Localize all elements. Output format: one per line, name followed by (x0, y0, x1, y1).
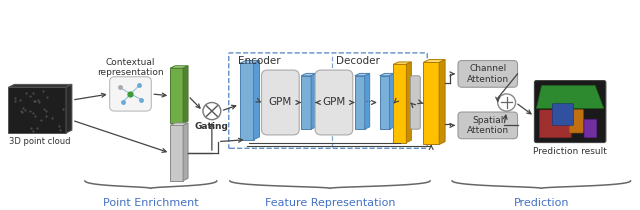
Circle shape (203, 102, 221, 120)
Polygon shape (170, 123, 188, 125)
Text: Gating: Gating (195, 122, 229, 131)
Polygon shape (394, 64, 406, 143)
FancyBboxPatch shape (315, 70, 353, 135)
Polygon shape (170, 66, 188, 68)
Polygon shape (183, 123, 188, 181)
Text: Contextual
representation: Contextual representation (97, 58, 164, 77)
Polygon shape (406, 62, 412, 143)
Text: ···: ··· (365, 96, 377, 109)
FancyBboxPatch shape (262, 70, 300, 135)
FancyBboxPatch shape (109, 77, 151, 111)
Polygon shape (380, 74, 394, 76)
Polygon shape (423, 60, 445, 62)
FancyBboxPatch shape (534, 81, 606, 143)
Text: Prediction: Prediction (514, 198, 569, 208)
Text: Prediction result: Prediction result (533, 147, 607, 156)
FancyBboxPatch shape (540, 110, 572, 138)
Polygon shape (355, 76, 365, 129)
Text: Point Enrichment: Point Enrichment (103, 198, 198, 208)
Polygon shape (380, 76, 390, 129)
Polygon shape (423, 62, 439, 144)
Text: 3D point cloud: 3D point cloud (10, 137, 71, 146)
FancyBboxPatch shape (458, 60, 518, 87)
Circle shape (498, 94, 516, 111)
Text: Decoder: Decoder (336, 56, 380, 66)
FancyBboxPatch shape (552, 104, 573, 125)
Polygon shape (355, 74, 370, 76)
Text: Channel
Attention: Channel Attention (467, 64, 509, 84)
FancyBboxPatch shape (584, 119, 597, 138)
Polygon shape (8, 84, 72, 87)
Text: Feature Representation: Feature Representation (265, 198, 396, 208)
Polygon shape (66, 84, 72, 133)
Polygon shape (311, 74, 316, 129)
Polygon shape (439, 60, 445, 144)
Polygon shape (301, 74, 316, 76)
Polygon shape (239, 60, 259, 63)
Polygon shape (365, 74, 370, 129)
FancyBboxPatch shape (458, 112, 518, 139)
Polygon shape (239, 63, 253, 140)
Text: GPM: GPM (269, 97, 292, 108)
Polygon shape (394, 62, 412, 64)
Polygon shape (8, 87, 66, 133)
Polygon shape (183, 66, 188, 123)
Polygon shape (536, 85, 604, 108)
FancyBboxPatch shape (569, 109, 584, 133)
Polygon shape (170, 68, 183, 123)
Text: Encoder: Encoder (237, 56, 280, 66)
Text: GPM: GPM (323, 97, 346, 108)
Polygon shape (170, 125, 183, 181)
FancyBboxPatch shape (410, 76, 420, 129)
Text: Spatial
Attention: Spatial Attention (467, 116, 509, 135)
Polygon shape (253, 60, 259, 140)
Polygon shape (390, 74, 394, 129)
Polygon shape (301, 76, 311, 129)
